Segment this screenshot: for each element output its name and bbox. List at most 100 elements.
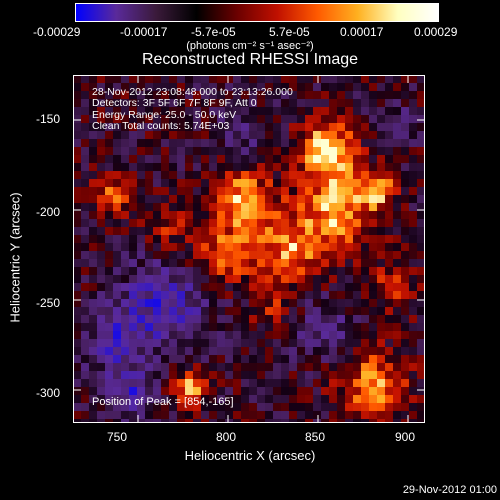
image-pixel — [177, 347, 185, 355]
image-pixel — [153, 371, 161, 379]
image-pixel — [185, 187, 193, 195]
image-pixel — [217, 99, 225, 107]
image-pixel — [353, 371, 361, 379]
image-pixel — [137, 179, 145, 187]
image-pixel — [241, 91, 249, 99]
image-pixel — [161, 227, 169, 235]
image-pixel — [353, 99, 361, 107]
image-pixel — [273, 267, 281, 275]
image-pixel — [209, 219, 217, 227]
image-pixel — [185, 315, 193, 323]
image-pixel — [201, 419, 209, 423]
image-pixel — [409, 99, 417, 107]
image-pixel — [401, 299, 409, 307]
image-pixel — [137, 187, 145, 195]
image-pixel — [353, 139, 361, 147]
image-pixel — [73, 139, 81, 147]
image-pixel — [337, 395, 345, 403]
image-pixel — [329, 139, 337, 147]
image-pixel — [417, 243, 425, 251]
image-pixel — [361, 203, 369, 211]
image-pixel — [369, 139, 377, 147]
image-pixel — [217, 91, 225, 99]
image-pixel — [97, 147, 105, 155]
image-pixel — [73, 315, 81, 323]
image-pixel — [113, 331, 121, 339]
image-pixel — [113, 99, 121, 107]
image-pixel — [193, 347, 201, 355]
image-pixel — [417, 379, 425, 387]
image-pixel — [377, 371, 385, 379]
image-pixel — [145, 139, 153, 147]
image-pixel — [177, 123, 185, 131]
image-pixel — [297, 387, 305, 395]
image-pixel — [89, 323, 97, 331]
image-pixel — [129, 131, 137, 139]
image-pixel — [241, 307, 249, 315]
image-pixel — [105, 315, 113, 323]
image-pixel — [217, 115, 225, 123]
image-pixel — [225, 235, 233, 243]
image-pixel — [105, 243, 113, 251]
image-pixel — [225, 195, 233, 203]
image-pixel — [313, 315, 321, 323]
image-pixel — [73, 387, 81, 395]
image-pixel — [385, 371, 393, 379]
image-pixel — [225, 411, 233, 419]
image-pixel — [241, 419, 249, 423]
image-pixel — [297, 155, 305, 163]
image-pixel — [217, 395, 225, 403]
image-pixel — [89, 331, 97, 339]
image-pixel — [137, 115, 145, 123]
image-pixel — [169, 315, 177, 323]
image-pixel — [81, 363, 89, 371]
image-pixel — [73, 235, 81, 243]
image-pixel — [281, 83, 289, 91]
image-pixel — [201, 323, 209, 331]
image-pixel — [249, 203, 257, 211]
image-pixel — [289, 283, 297, 291]
image-pixel — [137, 379, 145, 387]
image-pixel — [385, 403, 393, 411]
image-pixel — [137, 355, 145, 363]
image-pixel — [329, 291, 337, 299]
image-pixel — [217, 331, 225, 339]
image-pixel — [97, 91, 105, 99]
image-pixel — [113, 115, 121, 123]
image-pixel — [409, 139, 417, 147]
image-pixel — [209, 251, 217, 259]
image-pixel — [201, 395, 209, 403]
image-pixel — [185, 123, 193, 131]
image-pixel — [401, 147, 409, 155]
image-pixel — [225, 275, 233, 283]
image-pixel — [329, 107, 337, 115]
image-pixel — [401, 363, 409, 371]
image-pixel — [169, 91, 177, 99]
image-pixel — [185, 323, 193, 331]
image-pixel — [281, 411, 289, 419]
image-pixel — [377, 355, 385, 363]
image-pixel — [233, 83, 241, 91]
image-pixel — [417, 275, 425, 283]
image-pixel — [97, 379, 105, 387]
image-pixel — [385, 147, 393, 155]
image-pixel — [281, 403, 289, 411]
image-pixel — [113, 339, 121, 347]
image-pixel — [401, 219, 409, 227]
image-pixel — [289, 275, 297, 283]
image-pixel — [73, 227, 81, 235]
image-pixel — [289, 171, 297, 179]
image-pixel — [89, 115, 97, 123]
image-pixel — [313, 299, 321, 307]
image-pixel — [297, 339, 305, 347]
image-pixel — [409, 371, 417, 379]
image-pixel — [273, 211, 281, 219]
image-pixel — [177, 283, 185, 291]
image-pixel — [177, 203, 185, 211]
image-pixel — [137, 139, 145, 147]
image-pixel — [401, 275, 409, 283]
image-pixel — [161, 123, 169, 131]
image-pixel — [129, 267, 137, 275]
image-pixel — [313, 275, 321, 283]
image-pixel — [289, 411, 297, 419]
